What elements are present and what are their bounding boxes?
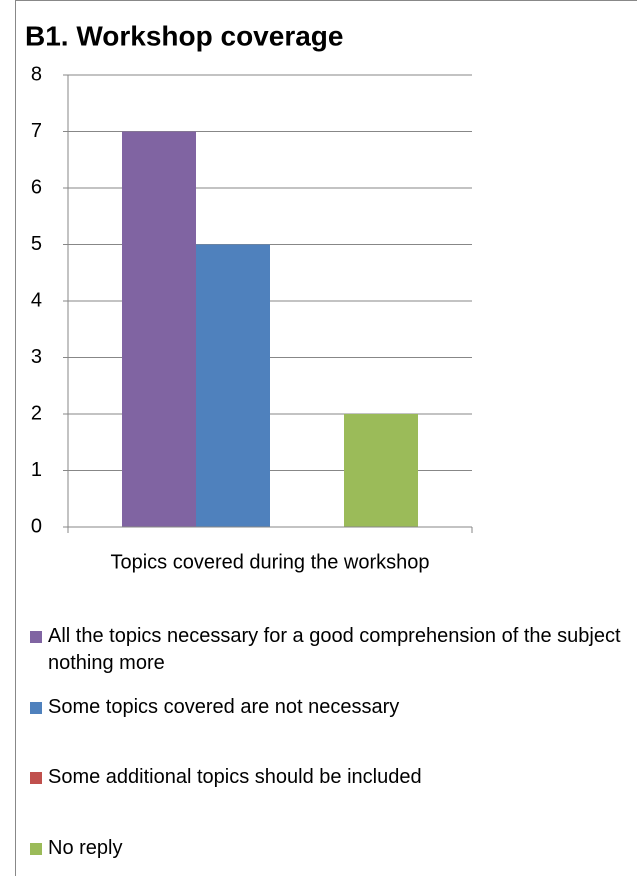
legend-item: Some topics covered are not necessary — [30, 694, 625, 721]
legend-swatch — [30, 772, 42, 784]
legend-item: No reply — [30, 835, 625, 862]
legend-item: Some additional topics should be include… — [30, 764, 625, 791]
y-tick-label: 0 — [31, 515, 42, 537]
y-tick-label: 5 — [31, 233, 42, 255]
bar — [344, 414, 418, 527]
y-tick-label: 4 — [31, 289, 42, 311]
legend-swatch — [30, 843, 42, 855]
bar — [122, 131, 196, 527]
legend-label: No reply — [48, 837, 123, 859]
legend-label: Some topics covered are not necessary — [48, 696, 400, 718]
legend-swatch — [30, 702, 42, 714]
bar — [196, 244, 270, 527]
chart-border — [15, 0, 637, 876]
legend-swatch — [30, 631, 42, 643]
y-tick-label: 2 — [31, 402, 42, 424]
legend-label: Some additional topics should be include… — [48, 766, 422, 788]
y-tick-label: 8 — [31, 63, 42, 85]
y-tick-label: 6 — [31, 176, 42, 198]
chart-title: B1. Workshop coverage — [25, 20, 343, 51]
y-tick-label: 3 — [31, 346, 42, 368]
legend-label: All the topics necessary for a good comp… — [48, 625, 621, 674]
legend-item: All the topics necessary for a good comp… — [30, 623, 625, 677]
y-tick-label: 7 — [31, 120, 42, 142]
y-tick-label: 1 — [31, 459, 42, 481]
x-tick-label: Topics covered during the workshop — [110, 551, 429, 573]
